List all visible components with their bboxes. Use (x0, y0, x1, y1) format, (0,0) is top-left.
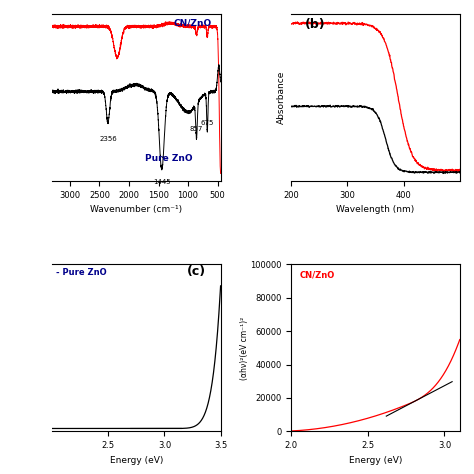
Text: CN/ZnO: CN/ZnO (173, 19, 212, 28)
Text: 2356: 2356 (99, 136, 117, 142)
X-axis label: Energy (eV): Energy (eV) (109, 456, 163, 465)
Y-axis label: (αhν)²(eV cm⁻¹)²: (αhν)²(eV cm⁻¹)² (240, 316, 249, 380)
Text: Pure ZnO: Pure ZnO (145, 154, 192, 163)
X-axis label: Wavelength (nm): Wavelength (nm) (337, 205, 415, 214)
X-axis label: Wavenumber (cm⁻¹): Wavenumber (cm⁻¹) (91, 205, 182, 214)
Text: (b): (b) (305, 18, 326, 30)
Text: 1445: 1445 (153, 179, 171, 184)
Text: 857: 857 (190, 127, 203, 132)
Y-axis label: Absorbance: Absorbance (277, 71, 286, 124)
Text: - Pure ZnO: - Pure ZnO (55, 267, 106, 276)
X-axis label: Energy (eV): Energy (eV) (349, 456, 402, 465)
Text: 675: 675 (201, 119, 214, 126)
Text: CN/ZnO: CN/ZnO (300, 271, 335, 280)
Text: (c): (c) (187, 264, 206, 277)
